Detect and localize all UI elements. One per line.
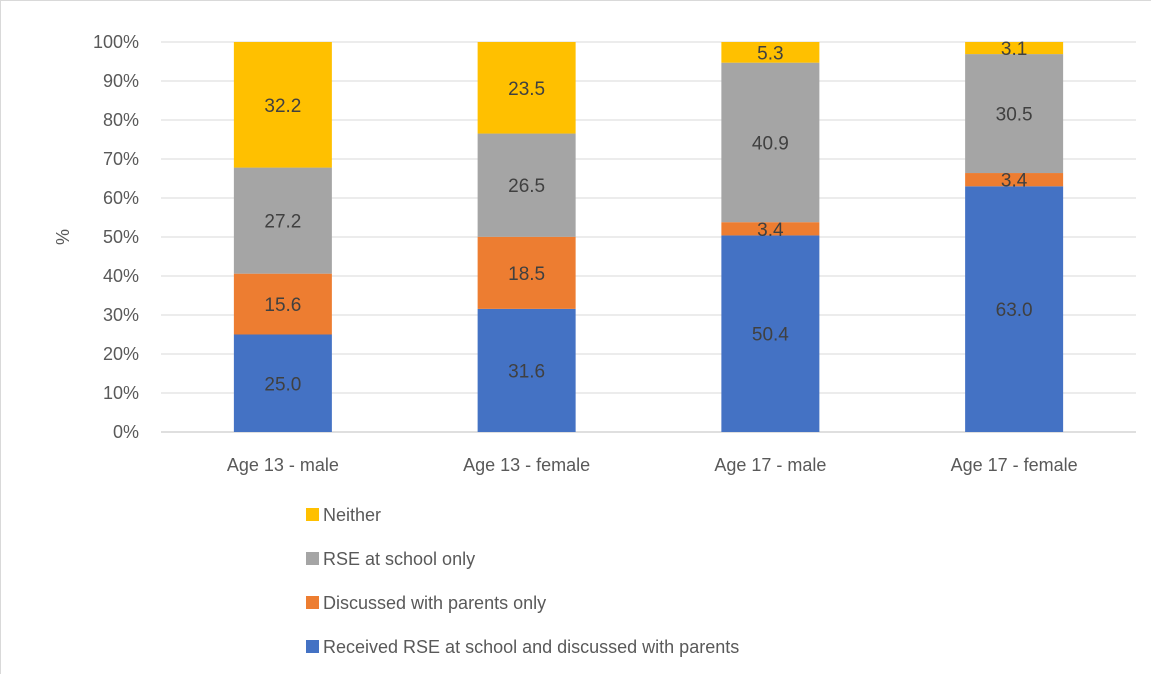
y-tick-label: 30% — [103, 305, 139, 325]
data-label: 31.6 — [508, 361, 545, 382]
x-tick-label: Age 13 - male — [227, 455, 339, 475]
legend-item: Neither — [306, 505, 381, 525]
y-tick-label: 90% — [103, 71, 139, 91]
y-tick-label: 0% — [113, 422, 139, 442]
y-tick-label: 60% — [103, 188, 139, 208]
data-label: 23.5 — [508, 79, 545, 100]
y-tick-label: 80% — [103, 110, 139, 130]
data-label: 26.5 — [508, 176, 545, 197]
bar-segment — [965, 54, 1064, 174]
bar-segment — [233, 167, 332, 274]
data-label: 3.4 — [757, 220, 784, 241]
data-label: 25.0 — [264, 374, 301, 395]
data-label: 15.6 — [264, 295, 301, 316]
legend-label: Neither — [323, 505, 381, 525]
bar-segment — [477, 133, 576, 237]
legend-item: RSE at school only — [306, 549, 475, 569]
bar-segment — [233, 42, 332, 168]
y-tick-label: 40% — [103, 266, 139, 286]
bar-segment — [965, 42, 1064, 55]
data-label: 3.1 — [1001, 39, 1027, 60]
data-label: 40.9 — [752, 133, 789, 154]
bar-segment — [721, 62, 820, 223]
y-tick-label: 50% — [103, 227, 139, 247]
y-tick-label: 20% — [103, 344, 139, 364]
legend-item: Received RSE at school and discussed wit… — [306, 637, 739, 657]
bar-segment — [233, 273, 332, 335]
y-axis-label: % — [53, 229, 73, 245]
data-label: 27.2 — [264, 212, 301, 233]
legend-swatch — [306, 596, 319, 609]
bar-segment — [477, 236, 576, 309]
x-tick-label: Age 17 - female — [951, 455, 1078, 475]
y-tick-label: 100% — [93, 32, 139, 52]
legend-label: Discussed with parents only — [323, 593, 546, 613]
bar-segment — [477, 42, 576, 134]
legend-swatch — [306, 508, 319, 521]
legend-label: Received RSE at school and discussed wit… — [323, 637, 739, 657]
x-tick-label: Age 17 - male — [714, 455, 826, 475]
bar-segment — [721, 222, 820, 236]
y-tick-label: 70% — [103, 149, 139, 169]
bar-segment — [721, 42, 820, 63]
x-tick-label: Age 13 - female — [463, 455, 590, 475]
data-label: 50.4 — [752, 325, 789, 346]
data-label: 18.5 — [508, 264, 545, 285]
data-label: 3.4 — [1001, 171, 1028, 192]
data-label: 30.5 — [996, 105, 1033, 126]
legend-swatch — [306, 640, 319, 653]
legend-item: Discussed with parents only — [306, 593, 546, 613]
bar-segment — [965, 173, 1064, 187]
data-label: 63.0 — [996, 300, 1033, 321]
bar-segment — [965, 186, 1064, 432]
bar-segment — [233, 334, 332, 432]
bar-segment — [721, 235, 820, 432]
data-label: 32.2 — [264, 96, 301, 117]
legend-label: RSE at school only — [323, 549, 475, 569]
legend-swatch — [306, 552, 319, 565]
y-tick-label: 10% — [103, 383, 139, 403]
bar-segment — [477, 308, 576, 432]
data-label: 5.3 — [757, 43, 783, 64]
